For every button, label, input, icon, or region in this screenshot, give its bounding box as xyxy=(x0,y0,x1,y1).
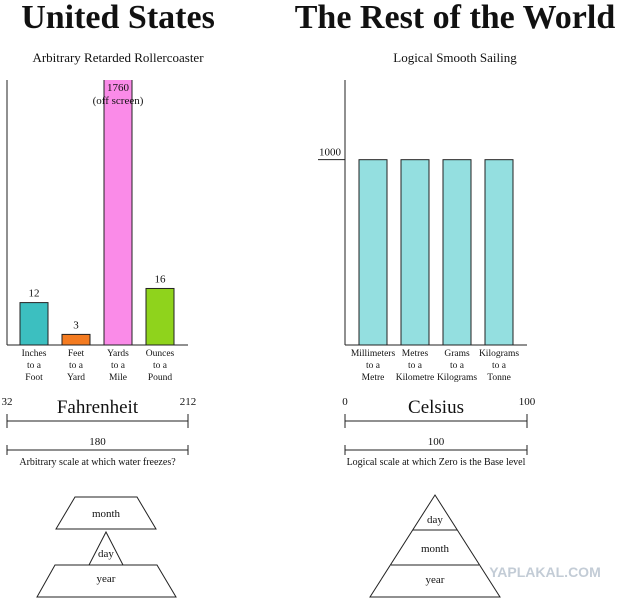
data-label: 16 xyxy=(155,273,167,285)
x-tick-label-line: to a xyxy=(69,361,84,371)
chart-title: Arbitrary Retarded Rollercoaster xyxy=(32,50,204,65)
scale-name: Celsius xyxy=(408,397,464,418)
x-tick-label-line: to a xyxy=(27,361,42,371)
x-tick-label-line: to a xyxy=(492,361,507,371)
bar xyxy=(61,333,91,346)
x-tick-label: Millimeters to a Metre xyxy=(351,349,396,383)
bar xyxy=(145,287,175,346)
bar xyxy=(358,159,388,346)
data-label: 3 xyxy=(73,319,79,331)
bar xyxy=(103,80,133,346)
x-tick-label: Feet to a Yard xyxy=(67,349,85,383)
data-label-line: 3 xyxy=(73,319,79,331)
data-label-line: 16 xyxy=(155,273,167,285)
scale-name: Fahrenheit xyxy=(57,397,139,418)
date-part: year xyxy=(426,574,445,586)
scale-start: 32 xyxy=(2,396,13,408)
x-tick-label-line: Foot xyxy=(25,373,43,383)
x-tick-label: Yards to a Mile xyxy=(107,349,129,383)
x-tick-label: Kilograms to a Tonne xyxy=(479,349,519,383)
date-part: year xyxy=(97,573,116,585)
x-tick-label-line: to a xyxy=(408,361,423,371)
scale-span: 180 xyxy=(89,436,106,448)
x-tick-label-line: to a xyxy=(366,361,381,371)
heading: The Rest of the World xyxy=(295,0,616,36)
bar xyxy=(19,302,49,346)
x-tick-label-line: Kilograms xyxy=(437,373,477,383)
x-tick-label-line: Mile xyxy=(109,373,127,383)
date-part: month xyxy=(421,543,450,555)
trapezoid xyxy=(55,496,157,530)
data-label-line: 1760 xyxy=(107,82,130,94)
x-tick-label-line: Feet xyxy=(68,349,85,359)
x-tick-label: Inches to a Foot xyxy=(22,349,47,383)
trapezoid xyxy=(36,564,177,598)
chart-title: Logical Smooth Sailing xyxy=(393,50,517,65)
scale-end: 100 xyxy=(519,396,536,408)
date-part: day xyxy=(98,548,114,560)
x-tick-label-line: Kilometre xyxy=(396,373,435,383)
heading: United States xyxy=(21,0,215,36)
x-tick-label-line: Yards xyxy=(107,349,129,359)
x-tick-label-line: Grams xyxy=(444,349,470,359)
x-tick-label: Metres to a Kilometre xyxy=(396,349,435,383)
data-label-line: 12 xyxy=(29,288,40,300)
data-label: 12 xyxy=(29,288,40,300)
data-label-line: (off screen) xyxy=(93,95,144,107)
y-tick-label: 1000 xyxy=(319,147,342,159)
x-tick-label-line: Millimeters xyxy=(351,349,396,359)
date-part: month xyxy=(92,508,121,520)
scale-caption: Arbitrary scale at which water freezes? xyxy=(19,457,176,468)
x-tick-label-line: Yard xyxy=(67,373,85,383)
x-tick-label-line: to a xyxy=(153,361,168,371)
x-tick-label-line: to a xyxy=(450,361,465,371)
bar xyxy=(442,159,472,346)
bar xyxy=(484,159,514,346)
x-tick-label-line: Tonne xyxy=(487,373,511,383)
x-tick-label-line: Kilograms xyxy=(479,349,519,359)
scale-end: 212 xyxy=(180,396,197,408)
x-tick-label-line: Metres xyxy=(402,349,429,359)
x-tick-label: Grams to a Kilograms xyxy=(437,349,477,383)
scale-span: 100 xyxy=(428,436,445,448)
scale-start: 0 xyxy=(342,396,348,408)
date-part: day xyxy=(427,514,443,526)
x-tick-label-line: Pound xyxy=(148,373,173,383)
x-tick-label-line: to a xyxy=(111,361,126,371)
x-tick-label-line: Metre xyxy=(362,373,385,383)
data-label: 1760 (off screen) xyxy=(93,82,144,107)
x-tick-label-line: Inches xyxy=(22,349,47,359)
bar xyxy=(400,159,430,346)
x-tick-label-line: Ounces xyxy=(146,349,175,359)
triangle xyxy=(369,494,501,598)
x-tick-label: Ounces to a Pound xyxy=(146,349,175,383)
scale-caption: Logical scale at which Zero is the Base … xyxy=(347,457,526,468)
watermark: YAPLAKAL.COM xyxy=(489,564,601,580)
